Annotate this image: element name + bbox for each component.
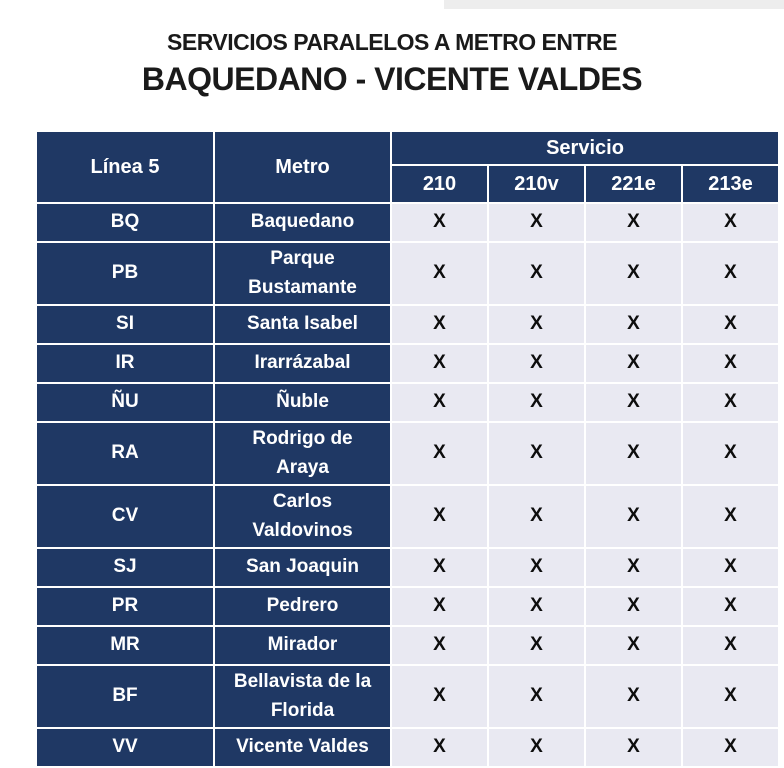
top-edge-artifact xyxy=(444,0,784,9)
service-mark-cell: X xyxy=(390,241,489,306)
service-mark-cell: X xyxy=(680,241,781,306)
table-row: MR Mirador X X X X xyxy=(35,625,781,666)
station-code-cell: BQ xyxy=(35,202,215,243)
station-code-cell: PR xyxy=(35,586,215,627)
station-name-cell: Baquedano xyxy=(213,202,392,243)
column-header-metro: Metro xyxy=(213,130,392,204)
service-mark-cell: X xyxy=(584,421,683,486)
service-mark-cell: X xyxy=(487,421,586,486)
station-code-cell: CV xyxy=(35,484,215,549)
station-code-cell: VV xyxy=(35,727,215,768)
station-name-cell: Rodrigo de Araya xyxy=(213,421,392,486)
service-mark-cell: X xyxy=(487,727,586,768)
service-mark-cell: X xyxy=(584,343,683,384)
service-mark-cell: X xyxy=(487,382,586,423)
service-mark-cell: X xyxy=(390,586,489,627)
table-body: BQ Baquedano X X X X PB Parque Bustamante X X X X SI… xyxy=(35,202,781,768)
service-mark-cell: X xyxy=(390,484,489,549)
service-mark-cell: X xyxy=(487,241,586,306)
table-row: BQ Baquedano X X X X xyxy=(35,202,781,243)
station-name-cell: Parque Bustamante xyxy=(213,241,392,306)
column-header-linea5: Línea 5 xyxy=(35,130,215,204)
service-mark-cell: X xyxy=(584,727,683,768)
station-code-cell: ÑU xyxy=(35,382,215,423)
station-code-cell: SI xyxy=(35,304,215,345)
header-row-services: 210 210v 221e 213e xyxy=(36,164,781,204)
service-mark-cell: X xyxy=(680,343,781,384)
table-row: SI Santa Isabel X X X X xyxy=(35,304,781,345)
station-code-cell: BF xyxy=(35,664,215,729)
table-row: CV Carlos Valdovinos X X X X xyxy=(35,484,781,549)
service-mark-cell: X xyxy=(584,202,683,243)
column-header-210v: 210v xyxy=(487,164,586,204)
column-header-210: 210 xyxy=(390,164,489,204)
station-name-cell: Bellavista de la Florida xyxy=(213,664,392,729)
table-row: SJ San Joaquin X X X X xyxy=(35,547,781,588)
service-mark-cell: X xyxy=(680,202,781,243)
service-mark-cell: X xyxy=(487,343,586,384)
service-mark-cell: X xyxy=(390,343,489,384)
service-mark-cell: X xyxy=(584,625,683,666)
service-mark-cell: X xyxy=(390,664,489,729)
service-mark-cell: X xyxy=(487,484,586,549)
service-mark-cell: X xyxy=(584,484,683,549)
column-header-221e: 221e xyxy=(584,164,683,204)
service-mark-cell: X xyxy=(390,625,489,666)
service-mark-cell: X xyxy=(487,664,586,729)
title-line-1: SERVICIOS PARALELOS A METRO ENTRE xyxy=(167,29,617,55)
title-line-2: BAQUEDANO - VICENTE VALDES xyxy=(141,61,643,98)
service-mark-cell: X xyxy=(390,382,489,423)
service-mark-cell: X xyxy=(680,547,781,588)
station-code-cell: SJ xyxy=(35,547,215,588)
table-row: RA Rodrigo de Araya X X X X xyxy=(35,421,781,486)
table-row: PB Parque Bustamante X X X X xyxy=(35,241,781,306)
service-mark-cell: X xyxy=(487,202,586,243)
service-mark-cell: X xyxy=(680,664,781,729)
service-mark-cell: X xyxy=(390,547,489,588)
table-row: BF Bellavista de la Florida X X X X xyxy=(35,664,781,729)
station-code-cell: IR xyxy=(35,343,215,384)
table-row: VV Vicente Valdes X X X X xyxy=(35,727,781,768)
header-row-top: Línea 5 Metro Servicio xyxy=(35,130,781,204)
service-mark-cell: X xyxy=(390,421,489,486)
column-header-servicio: Servicio xyxy=(389,130,781,166)
service-mark-cell: X xyxy=(390,727,489,768)
service-mark-cell: X xyxy=(487,625,586,666)
service-mark-cell: X xyxy=(680,382,781,423)
station-name-cell: Mirador xyxy=(213,625,392,666)
service-mark-cell: X xyxy=(680,625,781,666)
service-mark-cell: X xyxy=(487,586,586,627)
service-mark-cell: X xyxy=(680,421,781,486)
station-name-cell: San Joaquin xyxy=(213,547,392,588)
service-mark-cell: X xyxy=(584,586,683,627)
service-mark-cell: X xyxy=(487,547,586,588)
column-header-213e: 213e xyxy=(680,164,781,204)
station-name-cell: Ñuble xyxy=(213,382,392,423)
station-name-cell: Carlos Valdovinos xyxy=(213,484,392,549)
service-mark-cell: X xyxy=(680,484,781,549)
table-row: PR Pedrero X X X X xyxy=(35,586,781,627)
station-code-cell: PB xyxy=(35,241,215,306)
service-mark-cell: X xyxy=(584,382,683,423)
service-mark-cell: X xyxy=(487,304,586,345)
table-row: ÑU Ñuble X X X X xyxy=(35,382,781,423)
service-mark-cell: X xyxy=(680,304,781,345)
slide-title: SERVICIOS PARALELOS A METRO ENTRE BAQUED… xyxy=(0,0,784,99)
station-name-cell: Santa Isabel xyxy=(213,304,392,345)
station-name-cell: Irarrázabal xyxy=(213,343,392,384)
station-code-cell: RA xyxy=(35,421,215,486)
service-mark-cell: X xyxy=(584,664,683,729)
station-code-cell: MR xyxy=(35,625,215,666)
services-table: Línea 5 Metro Servicio 210 210v 221e 213… xyxy=(35,130,781,768)
service-mark-cell: X xyxy=(584,547,683,588)
service-mark-cell: X xyxy=(584,241,683,306)
service-mark-cell: X xyxy=(390,304,489,345)
service-mark-cell: X xyxy=(390,202,489,243)
service-mark-cell: X xyxy=(680,586,781,627)
service-mark-cell: X xyxy=(680,727,781,768)
station-name-cell: Pedrero xyxy=(213,586,392,627)
station-name-cell: Vicente Valdes xyxy=(213,727,392,768)
service-mark-cell: X xyxy=(584,304,683,345)
table-row: IR Irarrázabal X X X X xyxy=(35,343,781,384)
